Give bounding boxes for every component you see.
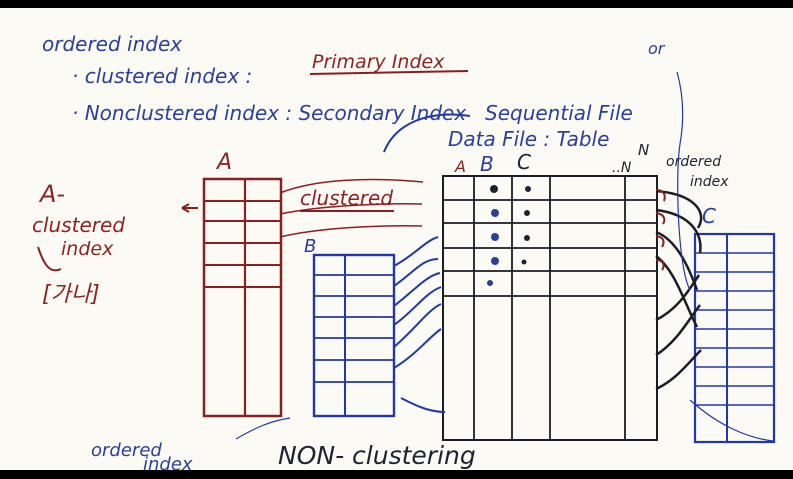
index-b-table: [312, 253, 396, 418]
data-dot-c4: [521, 259, 527, 265]
clustered-link-2: [279, 203, 423, 215]
index-a-arrowhead: [181, 203, 190, 213]
index-b-link-6: [393, 328, 442, 369]
bottom-diagonal-note: [235, 417, 291, 440]
index-c-label: C: [702, 204, 716, 228]
index-b-link-3: [393, 272, 441, 307]
index-c-red-mark-1: [655, 189, 666, 202]
data-dot-c2: [524, 210, 530, 216]
left-title-1: A-: [38, 180, 65, 208]
index-b-link-2: [393, 258, 439, 287]
table-header-c: C: [517, 150, 531, 174]
note-clustered-prefix: · clustered index :: [72, 64, 252, 88]
table-header-dots: ..N: [612, 160, 632, 176]
table-header-a: A: [454, 157, 466, 176]
left-bracket-mark: [37, 246, 62, 272]
whiteboard: ordered index · clustered index : Primar…: [0, 8, 793, 470]
index-b-link-1: [393, 236, 439, 267]
index-b-label: B: [304, 236, 316, 257]
whiteboard-drawing: ordered index · clustered index : Primar…: [32, 32, 776, 470]
data-dot-b2: [491, 209, 499, 217]
clustered-link-1: [279, 178, 424, 194]
index-b-link-7: [400, 397, 446, 413]
index-c-red-mark-3: [655, 235, 665, 248]
index-c-link-7: [655, 349, 702, 391]
bottom-caption: NON- clustering: [278, 441, 476, 470]
index-a-label: A: [215, 150, 232, 175]
left-title-3: index: [61, 238, 114, 260]
clustered-link-3: [279, 225, 423, 238]
table-header-n: N: [638, 141, 649, 159]
data-dot-b4: [491, 257, 499, 265]
index-c-link-5: [655, 274, 701, 322]
note-primary-index: Primary Index: [312, 51, 445, 73]
index-c-link-6: [655, 304, 701, 357]
note-ordered-index: ordered index: [42, 32, 182, 56]
primary-index-underline: [309, 70, 469, 75]
index-c-red-mark-4: [655, 259, 665, 271]
index-b-link-5: [393, 303, 442, 348]
right-ordered-1: ordered: [666, 154, 721, 170]
index-a-table: [202, 177, 283, 418]
index-c-link-1: [655, 189, 703, 229]
left-title-2: clustered: [32, 213, 125, 237]
sequential-file-arrow: [383, 113, 471, 153]
index-b-link-4: [393, 286, 442, 326]
bottom-right-stroke: [689, 399, 774, 442]
note-sequential-file: Sequential File: [485, 101, 633, 125]
right-guide-line: [676, 71, 691, 291]
data-dot-b3: [491, 233, 499, 241]
bottom-ordered-1: ordered: [91, 440, 162, 461]
table-header-b: B: [480, 152, 494, 176]
left-korean-note: [가나]: [42, 282, 100, 307]
note-data-file: Data File : Table: [448, 127, 609, 151]
data-dot-b1: [490, 185, 498, 193]
index-c-red-mark-2: [655, 212, 666, 225]
data-dot-c3: [524, 235, 530, 241]
right-ordered-2: index: [690, 174, 729, 190]
index-c-table: [693, 232, 776, 444]
index-c-link-2: [655, 208, 702, 254]
data-dot-c1: [525, 186, 531, 192]
data-dot-b5: [487, 280, 493, 286]
note-or: or: [648, 39, 666, 58]
note-nonclustered: · Nonclustered index : Secondary Index: [72, 101, 466, 125]
bottom-ordered-2: index: [143, 454, 193, 470]
